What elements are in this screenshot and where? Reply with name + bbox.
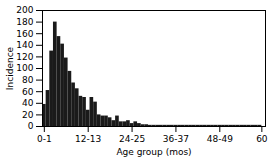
svg-text:60: 60 [256,134,268,144]
svg-text:Age group (mos): Age group (mos) [116,147,191,157]
svg-text:24-25: 24-25 [119,134,145,144]
svg-text:200: 200 [16,5,33,15]
svg-text:48-49: 48-49 [207,134,233,144]
svg-text:100: 100 [16,63,33,73]
svg-text:Incidence: Incidence [5,46,15,90]
svg-text:36-37: 36-37 [163,134,189,144]
svg-text:60: 60 [22,87,34,97]
svg-text:80: 80 [22,75,34,85]
svg-text:12-13: 12-13 [75,134,101,144]
svg-text:40: 40 [22,98,34,108]
svg-text:140: 140 [16,40,33,50]
svg-text:0-1: 0-1 [37,134,52,144]
svg-text:0: 0 [28,121,34,131]
svg-text:160: 160 [16,29,33,39]
svg-text:120: 120 [16,52,33,62]
svg-text:20: 20 [22,110,34,120]
svg-text:180: 180 [16,17,33,27]
